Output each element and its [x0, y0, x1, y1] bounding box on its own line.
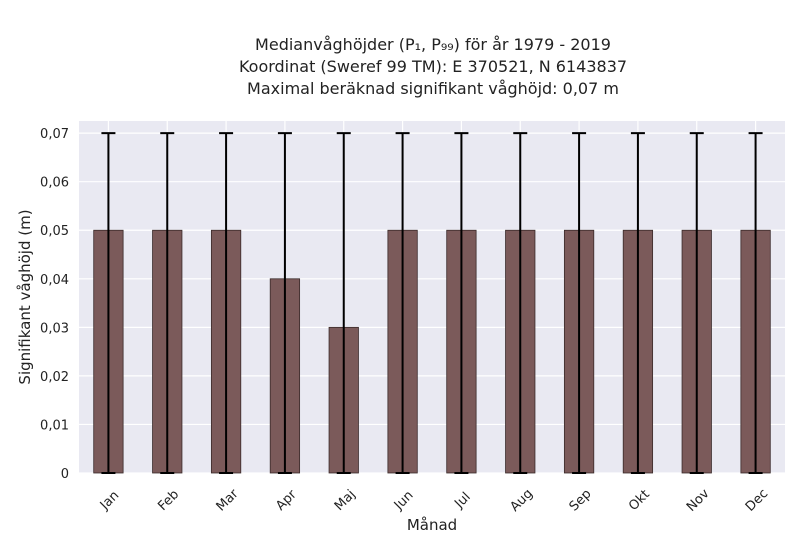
x-tick-label: Jan	[97, 488, 122, 513]
y-tick-label: 0,03	[40, 321, 69, 336]
x-tick-label: Apr	[273, 487, 300, 514]
plot-area	[79, 121, 785, 473]
y-tick-label: 0,04	[40, 273, 69, 288]
x-tick-label: Jul	[451, 490, 473, 512]
chart-title: Medianvåghöjder (P₁, P₉₉) för år 1979 - …	[0, 34, 800, 100]
x-axis-label: Månad	[407, 516, 457, 534]
x-tick-label: Maj	[332, 487, 359, 514]
chart-title-line-2: Koordinat (Sweref 99 TM): E 370521, N 61…	[238, 57, 628, 76]
y-tick-label: 0,05	[40, 224, 69, 239]
x-tick-label: Aug	[507, 486, 536, 515]
y-tick-label: 0,01	[40, 418, 69, 433]
chart-title-line-1: Medianvåghöjder (P₁, P₉₉) för år 1979 - …	[255, 35, 611, 54]
x-tick-label: Dec	[743, 486, 771, 514]
x-tick-label: Sep	[567, 487, 595, 515]
y-axis-label: Signifikant våghöjd (m)	[16, 209, 34, 384]
y-tick-label: 0,06	[40, 176, 69, 191]
x-tick-label: Feb	[155, 487, 182, 514]
x-tick-label: Nov	[684, 486, 713, 515]
x-tick-label: Jun	[391, 488, 417, 514]
x-tick-label: Mar	[214, 486, 242, 514]
chart-title-line-3: Maximal beräknad signifikant våghöjd: 0,…	[247, 79, 619, 98]
y-tick-label: 0,07	[40, 127, 69, 142]
y-tick-label: 0	[61, 467, 69, 482]
x-tick-label: Okt	[626, 487, 653, 514]
y-tick-label: 0,02	[40, 370, 69, 385]
